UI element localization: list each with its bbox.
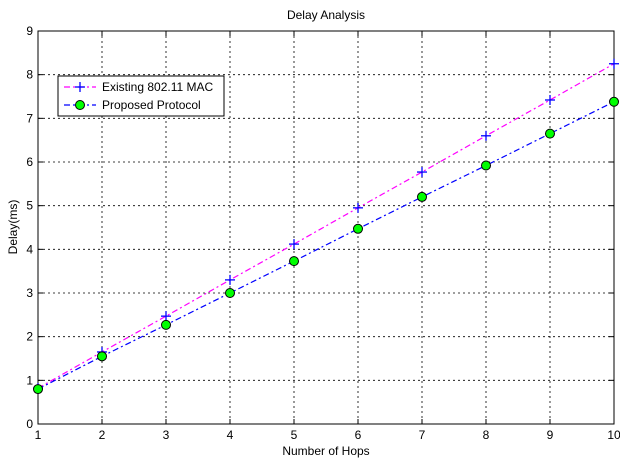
series-1-point-circle-marker <box>353 223 363 234</box>
series-0-point-plus-marker <box>289 239 299 250</box>
legend: Existing 802.11 MAC Proposed Protocol <box>57 75 225 117</box>
legend-entry-1: Proposed Protocol <box>64 98 201 112</box>
y-tick-label: 8 <box>26 68 33 82</box>
series-0-point-plus-marker <box>225 274 235 285</box>
series-layer <box>33 58 619 395</box>
plot-area-frame <box>37 30 615 425</box>
y-tick-label: 9 <box>26 24 33 38</box>
legend-label-0: Existing 802.11 MAC <box>102 80 213 94</box>
x-tick-label: 5 <box>291 428 298 442</box>
x-tick-label: 8 <box>483 428 490 442</box>
series-line-1 <box>37 101 615 390</box>
series-0-point-plus-marker <box>417 167 427 178</box>
y-tick-label: 1 <box>26 373 33 387</box>
x-tick-label: 7 <box>419 428 426 442</box>
y-tick-label: 5 <box>26 199 33 213</box>
x-tick-label: 2 <box>99 428 106 442</box>
y-tick-label: 0 <box>26 417 33 431</box>
x-tick-label: 1 <box>35 428 42 442</box>
series-1-point-circle-marker <box>481 160 491 171</box>
legend-entry-0: Existing 802.11 MAC <box>64 80 213 94</box>
x-tick-label: 4 <box>227 428 234 442</box>
series-0-point-plus-marker <box>545 94 555 105</box>
series-1-point-circle-marker <box>225 288 235 298</box>
series-1-point-circle-marker <box>609 96 619 107</box>
x-tick-label: 9 <box>547 428 554 442</box>
series-1-point-circle-marker <box>545 128 555 139</box>
legend-label-1: Proposed Protocol <box>102 98 201 112</box>
y-tick-label: 4 <box>26 242 33 256</box>
series-0-point-plus-marker <box>353 202 363 213</box>
legend-0-plus-marker <box>75 82 85 92</box>
y-tick-label: 7 <box>26 111 33 125</box>
x-tick-label: 6 <box>355 428 362 442</box>
y-tick-label: 6 <box>26 155 33 169</box>
series-1-point-circle-marker <box>33 384 43 395</box>
legend-box <box>57 75 225 117</box>
series-1-point-circle-marker <box>417 191 427 202</box>
legend-1-circle-marker <box>75 100 85 110</box>
series-0-point-plus-marker <box>609 58 619 69</box>
series-1-point-circle-marker <box>97 351 107 362</box>
series-0-point-plus-marker <box>481 130 491 141</box>
series-1 <box>33 96 619 395</box>
y-tick-label: 2 <box>26 330 33 344</box>
x-tick-label: 10 <box>607 428 620 442</box>
y-axis-label: Delay(ms) <box>6 200 20 255</box>
chart-title: Delay Analysis <box>287 8 365 22</box>
x-axis-label: Number of Hops <box>282 444 369 458</box>
series-1-point-circle-marker <box>289 256 299 267</box>
y-tick-label: 3 <box>26 286 33 300</box>
series-1-point-circle-marker <box>161 319 171 330</box>
series-line-0 <box>37 63 615 389</box>
series-0-point-plus-marker <box>161 311 171 322</box>
x-tick-label: 3 <box>163 428 170 442</box>
